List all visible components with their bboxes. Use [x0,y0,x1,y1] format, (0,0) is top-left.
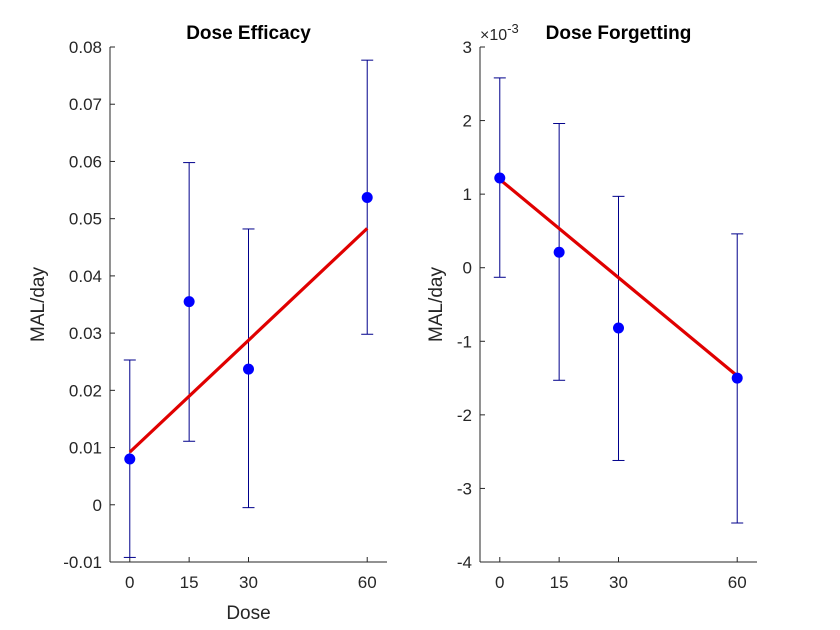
x-tick-label: 15 [550,573,569,592]
fit-line [128,227,369,454]
data-point [613,322,624,334]
y-tick-label: -3 [457,479,472,498]
x-tick-label: 60 [358,573,377,592]
x-tick-label: 30 [239,573,258,592]
x-tick-label: 0 [495,573,504,592]
y-tick-label: 2 [463,112,472,131]
y-tick-label: 0 [463,259,472,278]
chart-title: Dose Efficacy [186,23,311,44]
y-tick-label: -4 [457,553,472,572]
y-axis-label: MAL/day [426,267,447,342]
chart-title: Dose Forgetting [546,23,692,44]
y-tick-label: 0.08 [69,38,102,57]
y-tick-label: -2 [457,406,472,425]
y-tick-label: 0.03 [69,324,102,343]
y-tick-label: -0.01 [63,553,102,572]
data-point [553,246,565,258]
y-tick-label: 0.02 [69,381,102,400]
x-axis-label: Dose [226,603,270,624]
data-point [124,453,136,465]
exponent-label: ×10-3 [480,21,519,44]
data-point [183,296,195,308]
y-tick-label: 0.06 [69,152,102,171]
x-tick-label: 15 [180,573,199,592]
data-point [243,363,254,375]
x-tick-label: 60 [728,573,747,592]
data-point [731,372,743,384]
y-tick-label: 0 [93,496,102,515]
data-point [494,172,506,184]
x-tick-label: 30 [609,573,628,592]
y-tick-label: 0.05 [69,210,102,229]
fit-line [498,178,739,378]
y-tick-label: -1 [457,332,472,351]
y-tick-label: 0.04 [69,267,102,286]
y-tick-label: 3 [463,38,472,57]
y-tick-label: 0.07 [69,95,102,114]
y-tick-label: 0.01 [69,439,102,458]
efficacy-panel: -0.01 0 0.01 0.02 0.03 0.04 0.05 0.06 0.07 0.08 0 1… [28,23,387,624]
y-tick-label: 1 [463,185,472,204]
y-axis-label: MAL/day [28,267,49,342]
x-tick-label: 0 [125,573,134,592]
data-point [361,191,373,203]
